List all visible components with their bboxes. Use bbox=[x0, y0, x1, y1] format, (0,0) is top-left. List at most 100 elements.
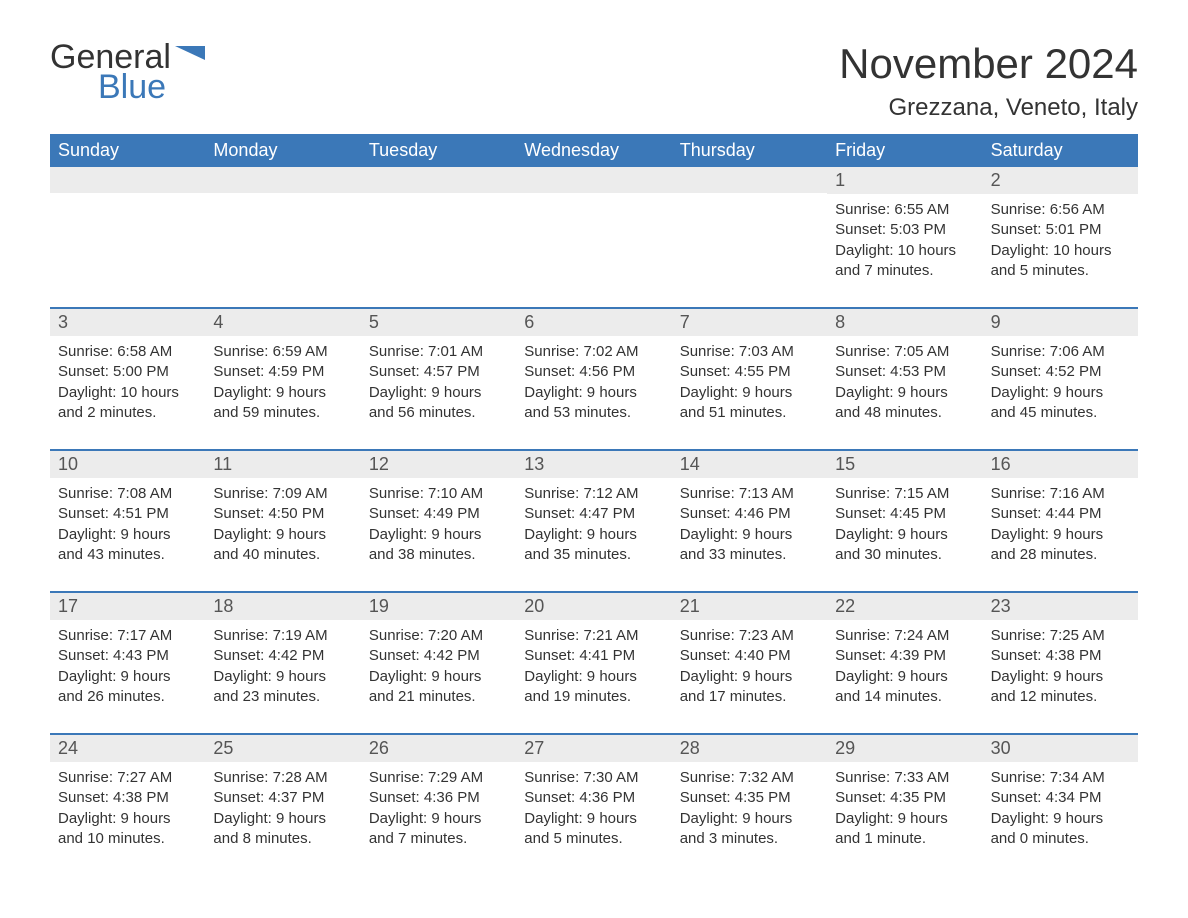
day-number: 11 bbox=[205, 451, 360, 478]
day-cell: 4Sunrise: 6:59 AMSunset: 4:59 PMDaylight… bbox=[205, 309, 360, 431]
day-number: 1 bbox=[827, 167, 982, 194]
day-header-cell: Wednesday bbox=[516, 134, 671, 167]
sunrise-text: Sunrise: 7:16 AM bbox=[991, 484, 1130, 504]
sunset-text: Sunset: 4:52 PM bbox=[991, 362, 1130, 382]
day-number: 12 bbox=[361, 451, 516, 478]
daylight-text: Daylight: 9 hours and 5 minutes. bbox=[524, 809, 663, 850]
day-header-row: SundayMondayTuesdayWednesdayThursdayFrid… bbox=[50, 134, 1138, 167]
day-number: 23 bbox=[983, 593, 1138, 620]
sunrise-text: Sunrise: 7:21 AM bbox=[524, 626, 663, 646]
day-number: 19 bbox=[361, 593, 516, 620]
daylight-text: Daylight: 9 hours and 1 minute. bbox=[835, 809, 974, 850]
day-cell: 5Sunrise: 7:01 AMSunset: 4:57 PMDaylight… bbox=[361, 309, 516, 431]
sunset-text: Sunset: 4:38 PM bbox=[58, 788, 197, 808]
day-cell: 27Sunrise: 7:30 AMSunset: 4:36 PMDayligh… bbox=[516, 735, 671, 857]
daylight-text: Daylight: 9 hours and 45 minutes. bbox=[991, 383, 1130, 424]
calendar: SundayMondayTuesdayWednesdayThursdayFrid… bbox=[50, 134, 1138, 857]
header: General Blue November 2024 Grezzana, Ven… bbox=[50, 40, 1138, 122]
day-cell: 3Sunrise: 6:58 AMSunset: 5:00 PMDaylight… bbox=[50, 309, 205, 431]
day-content: Sunrise: 7:21 AMSunset: 4:41 PMDaylight:… bbox=[516, 620, 671, 715]
day-cell: 1Sunrise: 6:55 AMSunset: 5:03 PMDaylight… bbox=[827, 167, 982, 289]
day-content: Sunrise: 6:56 AMSunset: 5:01 PMDaylight:… bbox=[983, 194, 1138, 289]
day-header-cell: Friday bbox=[827, 134, 982, 167]
sunrise-text: Sunrise: 7:24 AM bbox=[835, 626, 974, 646]
day-cell: 26Sunrise: 7:29 AMSunset: 4:36 PMDayligh… bbox=[361, 735, 516, 857]
sunset-text: Sunset: 5:00 PM bbox=[58, 362, 197, 382]
day-content: Sunrise: 7:30 AMSunset: 4:36 PMDaylight:… bbox=[516, 762, 671, 857]
day-cell: 28Sunrise: 7:32 AMSunset: 4:35 PMDayligh… bbox=[672, 735, 827, 857]
sunrise-text: Sunrise: 7:33 AM bbox=[835, 768, 974, 788]
day-number: 3 bbox=[50, 309, 205, 336]
day-cell: 9Sunrise: 7:06 AMSunset: 4:52 PMDaylight… bbox=[983, 309, 1138, 431]
day-number: 8 bbox=[827, 309, 982, 336]
sunset-text: Sunset: 4:38 PM bbox=[991, 646, 1130, 666]
daylight-text: Daylight: 9 hours and 43 minutes. bbox=[58, 525, 197, 566]
day-content: Sunrise: 7:16 AMSunset: 4:44 PMDaylight:… bbox=[983, 478, 1138, 573]
day-cell: 8Sunrise: 7:05 AMSunset: 4:53 PMDaylight… bbox=[827, 309, 982, 431]
day-content: Sunrise: 7:28 AMSunset: 4:37 PMDaylight:… bbox=[205, 762, 360, 857]
daylight-text: Daylight: 10 hours and 5 minutes. bbox=[991, 241, 1130, 282]
day-cell: 23Sunrise: 7:25 AMSunset: 4:38 PMDayligh… bbox=[983, 593, 1138, 715]
logo: General Blue bbox=[50, 40, 205, 104]
sunrise-text: Sunrise: 7:25 AM bbox=[991, 626, 1130, 646]
daylight-text: Daylight: 9 hours and 12 minutes. bbox=[991, 667, 1130, 708]
daylight-text: Daylight: 9 hours and 21 minutes. bbox=[369, 667, 508, 708]
month-title: November 2024 bbox=[839, 40, 1138, 88]
sunrise-text: Sunrise: 7:28 AM bbox=[213, 768, 352, 788]
day-content: Sunrise: 7:05 AMSunset: 4:53 PMDaylight:… bbox=[827, 336, 982, 431]
day-cell: 2Sunrise: 6:56 AMSunset: 5:01 PMDaylight… bbox=[983, 167, 1138, 289]
day-content: Sunrise: 7:25 AMSunset: 4:38 PMDaylight:… bbox=[983, 620, 1138, 715]
sunset-text: Sunset: 4:46 PM bbox=[680, 504, 819, 524]
sunset-text: Sunset: 4:34 PM bbox=[991, 788, 1130, 808]
week-row: 10Sunrise: 7:08 AMSunset: 4:51 PMDayligh… bbox=[50, 449, 1138, 573]
day-number: 9 bbox=[983, 309, 1138, 336]
sunrise-text: Sunrise: 7:12 AM bbox=[524, 484, 663, 504]
sunset-text: Sunset: 4:55 PM bbox=[680, 362, 819, 382]
day-cell: 14Sunrise: 7:13 AMSunset: 4:46 PMDayligh… bbox=[672, 451, 827, 573]
sunrise-text: Sunrise: 7:13 AM bbox=[680, 484, 819, 504]
daylight-text: Daylight: 9 hours and 3 minutes. bbox=[680, 809, 819, 850]
day-cell: 24Sunrise: 7:27 AMSunset: 4:38 PMDayligh… bbox=[50, 735, 205, 857]
day-number bbox=[516, 167, 671, 193]
sunrise-text: Sunrise: 7:34 AM bbox=[991, 768, 1130, 788]
day-number: 13 bbox=[516, 451, 671, 478]
day-number: 29 bbox=[827, 735, 982, 762]
daylight-text: Daylight: 10 hours and 7 minutes. bbox=[835, 241, 974, 282]
day-header-cell: Monday bbox=[205, 134, 360, 167]
day-content: Sunrise: 7:01 AMSunset: 4:57 PMDaylight:… bbox=[361, 336, 516, 431]
day-content: Sunrise: 7:19 AMSunset: 4:42 PMDaylight:… bbox=[205, 620, 360, 715]
day-content: Sunrise: 7:20 AMSunset: 4:42 PMDaylight:… bbox=[361, 620, 516, 715]
logo-text-2: Blue bbox=[98, 70, 205, 104]
daylight-text: Daylight: 9 hours and 14 minutes. bbox=[835, 667, 974, 708]
day-cell: 15Sunrise: 7:15 AMSunset: 4:45 PMDayligh… bbox=[827, 451, 982, 573]
day-content: Sunrise: 7:15 AMSunset: 4:45 PMDaylight:… bbox=[827, 478, 982, 573]
week-row: 17Sunrise: 7:17 AMSunset: 4:43 PMDayligh… bbox=[50, 591, 1138, 715]
sunrise-text: Sunrise: 7:10 AM bbox=[369, 484, 508, 504]
day-cell bbox=[672, 167, 827, 289]
sunrise-text: Sunrise: 7:01 AM bbox=[369, 342, 508, 362]
sunset-text: Sunset: 4:47 PM bbox=[524, 504, 663, 524]
day-cell: 10Sunrise: 7:08 AMSunset: 4:51 PMDayligh… bbox=[50, 451, 205, 573]
day-content: Sunrise: 6:59 AMSunset: 4:59 PMDaylight:… bbox=[205, 336, 360, 431]
sunrise-text: Sunrise: 7:20 AM bbox=[369, 626, 508, 646]
sunrise-text: Sunrise: 7:05 AM bbox=[835, 342, 974, 362]
sunset-text: Sunset: 4:50 PM bbox=[213, 504, 352, 524]
sunrise-text: Sunrise: 7:23 AM bbox=[680, 626, 819, 646]
sunset-text: Sunset: 4:41 PM bbox=[524, 646, 663, 666]
sunset-text: Sunset: 4:53 PM bbox=[835, 362, 974, 382]
sunset-text: Sunset: 4:35 PM bbox=[680, 788, 819, 808]
sunset-text: Sunset: 4:57 PM bbox=[369, 362, 508, 382]
day-content: Sunrise: 7:09 AMSunset: 4:50 PMDaylight:… bbox=[205, 478, 360, 573]
sunrise-text: Sunrise: 7:19 AM bbox=[213, 626, 352, 646]
daylight-text: Daylight: 9 hours and 33 minutes. bbox=[680, 525, 819, 566]
day-number: 6 bbox=[516, 309, 671, 336]
daylight-text: Daylight: 9 hours and 10 minutes. bbox=[58, 809, 197, 850]
day-number: 21 bbox=[672, 593, 827, 620]
title-block: November 2024 Grezzana, Veneto, Italy bbox=[839, 40, 1138, 122]
daylight-text: Daylight: 9 hours and 48 minutes. bbox=[835, 383, 974, 424]
day-content: Sunrise: 7:03 AMSunset: 4:55 PMDaylight:… bbox=[672, 336, 827, 431]
sunset-text: Sunset: 4:51 PM bbox=[58, 504, 197, 524]
day-number: 30 bbox=[983, 735, 1138, 762]
day-content: Sunrise: 7:34 AMSunset: 4:34 PMDaylight:… bbox=[983, 762, 1138, 857]
day-number: 20 bbox=[516, 593, 671, 620]
